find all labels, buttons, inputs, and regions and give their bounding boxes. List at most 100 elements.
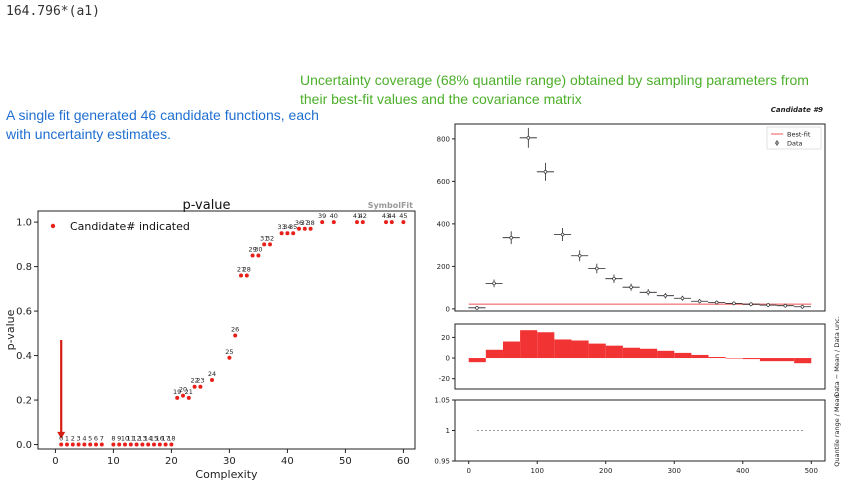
- point-label: 17: [161, 435, 169, 443]
- residual-bar: [605, 345, 623, 359]
- data-point: [70, 442, 75, 447]
- data-point: [475, 306, 479, 310]
- x-tick-label: 200: [599, 467, 612, 475]
- residual-bar: [777, 358, 795, 362]
- point-label: 24: [208, 370, 216, 378]
- data-point: [526, 136, 531, 140]
- data-point: [128, 442, 133, 447]
- residual-bar: [502, 341, 521, 359]
- point-label: 14: [144, 435, 152, 443]
- point-label: 20: [179, 386, 187, 394]
- x-axis-label: Complexity: [195, 468, 258, 480]
- point-label: 1: [65, 435, 69, 443]
- data-point: [59, 442, 64, 447]
- data-point: [163, 442, 168, 447]
- point-label: 11: [127, 435, 135, 443]
- data-point: [308, 226, 313, 231]
- x-tick-label: 30: [223, 456, 236, 467]
- point-label: 44: [388, 212, 396, 220]
- x-tick-label: 300: [668, 467, 681, 475]
- residual-bar: [759, 358, 778, 362]
- bottom-y-tick-label: 0.95: [434, 458, 450, 466]
- x-tick-label: 0: [52, 456, 58, 467]
- y-axis-label: p-value: [4, 309, 17, 350]
- point-label: 45: [399, 212, 407, 220]
- data-point: [94, 442, 98, 447]
- top-y-tick-label: 800: [437, 135, 450, 143]
- middle-y-axis-label: Data − Mean / Data unc.: [833, 316, 841, 397]
- top-y-tick-label: 600: [437, 178, 450, 186]
- residual-bar: [622, 347, 640, 359]
- data-point: [157, 442, 162, 447]
- residual-bar: [708, 357, 726, 359]
- data-point: [629, 285, 633, 289]
- y-tick-label: 0.2: [16, 396, 32, 407]
- point-label: 32: [266, 234, 274, 242]
- residual-bar: [588, 343, 606, 359]
- bottom-y-tick-label: 1.05: [434, 397, 450, 405]
- data-point: [291, 231, 296, 236]
- data-point: [186, 395, 191, 400]
- point-label: 4: [82, 435, 86, 443]
- point-label: 2: [71, 435, 75, 443]
- residual-bar: [571, 340, 589, 359]
- point-label: 39: [318, 212, 326, 220]
- residual-bar: [485, 349, 503, 359]
- y-tick-label: 1.0: [16, 218, 32, 229]
- point-label: 25: [225, 348, 233, 356]
- data-point: [749, 302, 753, 306]
- data-point: [76, 442, 81, 447]
- data-point: [543, 170, 548, 174]
- y-tick-label: 0.8: [16, 262, 32, 273]
- residual-bar: [691, 354, 709, 359]
- data-point: [766, 303, 770, 307]
- residual-bar: [674, 352, 692, 359]
- residual-bar: [640, 348, 658, 359]
- legend-label: Candidate# indicated: [70, 220, 190, 233]
- data-point: [198, 384, 203, 389]
- top-legend-box: [766, 126, 822, 150]
- point-label: 16: [156, 435, 164, 443]
- middle-y-tick-label: -20: [439, 375, 450, 383]
- point-label: 29: [248, 245, 256, 253]
- data-point: [646, 290, 650, 295]
- point-label: 26: [231, 326, 239, 334]
- data-point: [134, 442, 139, 447]
- point-label: 30: [254, 245, 262, 253]
- data-point: [244, 273, 249, 278]
- point-label: 33: [277, 223, 285, 231]
- x-tick-label: 400: [736, 467, 749, 475]
- legend-bestfit-label: Best-fit: [787, 131, 811, 139]
- middle-y-tick-label: 20: [441, 334, 450, 342]
- residual-bar: [554, 339, 572, 359]
- data-point: [239, 273, 243, 278]
- watermark: SymbolFit: [368, 201, 413, 210]
- point-label: 38: [306, 219, 314, 227]
- data-point: [146, 442, 151, 447]
- legend-marker: [50, 223, 56, 229]
- data-point: [663, 294, 668, 298]
- data-point: [262, 242, 267, 247]
- data-point: [783, 303, 787, 308]
- point-label: 3: [77, 435, 81, 443]
- data-point: [389, 220, 394, 225]
- data-point: [152, 442, 156, 447]
- corner-formula-label: 164.796*(a1): [6, 4, 100, 19]
- point-label: 15: [150, 435, 158, 443]
- data-point: [279, 231, 284, 236]
- x-tick-label: 20: [165, 456, 178, 467]
- data-point: [99, 442, 104, 447]
- middle-y-tick-label: 0: [446, 355, 450, 363]
- data-point: [256, 253, 261, 258]
- data-point: [715, 300, 719, 305]
- residual-bar: [537, 332, 555, 359]
- x-tick-label: 50: [339, 456, 352, 467]
- data-point: [297, 226, 301, 231]
- data-point: [65, 442, 69, 447]
- top-panel-frame: [454, 123, 826, 312]
- data-point: [320, 220, 325, 225]
- annotation-arrow-head: [57, 431, 66, 439]
- data-point: [140, 442, 145, 447]
- middle-panel-frame: [454, 323, 826, 390]
